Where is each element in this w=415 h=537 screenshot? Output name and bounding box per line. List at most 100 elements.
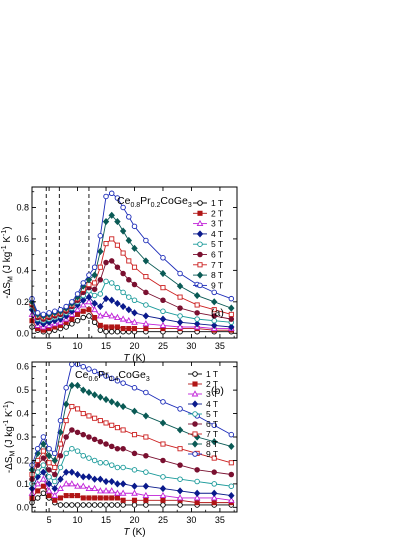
data-point	[160, 457, 166, 464]
data-point	[160, 441, 166, 447]
data-point	[143, 326, 149, 332]
data-point	[103, 193, 109, 200]
data-point	[194, 467, 200, 473]
x-tick-label: 30	[186, 515, 196, 525]
data-point	[46, 474, 52, 480]
data-point	[91, 271, 98, 279]
legend-marker	[192, 371, 198, 377]
legend-marker	[197, 262, 203, 268]
data-point	[194, 500, 200, 506]
compound-label: Ce0.8Pr0.2CoGe3	[117, 195, 192, 209]
data-point	[120, 445, 126, 452]
data-point	[120, 380, 126, 386]
legend-marker	[191, 440, 199, 448]
data-point	[194, 310, 200, 316]
data-point	[97, 475, 104, 483]
data-point	[91, 319, 98, 326]
data-point	[40, 490, 47, 497]
data-point	[126, 277, 132, 283]
legend-label: 9 T	[211, 280, 223, 290]
legend-marker	[192, 381, 198, 387]
data-point	[91, 484, 98, 492]
data-point	[97, 460, 104, 466]
panel-label: (b)	[211, 385, 224, 397]
data-point	[159, 321, 167, 328]
legend-label: 2 T	[206, 379, 218, 389]
legend-label: 8 T	[206, 439, 218, 449]
data-point	[211, 469, 217, 475]
data-point	[131, 223, 138, 230]
x-tick-label: 35	[215, 341, 225, 351]
data-point	[57, 475, 64, 483]
data-point	[160, 399, 166, 405]
data-point	[92, 495, 98, 501]
data-point	[211, 438, 218, 446]
data-point	[103, 241, 109, 247]
x-tick-label: 10	[73, 341, 83, 351]
data-point	[131, 326, 138, 332]
data-point	[52, 471, 58, 478]
data-point	[102, 295, 110, 303]
legend-marker	[191, 400, 199, 408]
data-point	[211, 321, 218, 329]
x-tick-label: 25	[158, 341, 168, 351]
data-point	[97, 438, 104, 445]
data-point	[228, 442, 235, 450]
data-point	[114, 195, 121, 201]
y-tick-label: 0.6	[16, 362, 29, 372]
data-point	[131, 407, 138, 415]
data-point	[103, 373, 109, 379]
data-point	[159, 491, 167, 499]
data-point	[108, 190, 115, 197]
data-point	[34, 445, 41, 452]
data-point	[114, 489, 121, 496]
data-point	[131, 502, 138, 508]
data-point	[63, 385, 69, 391]
data-point	[63, 493, 69, 499]
legend-entry: 1 T	[193, 198, 223, 208]
legend-entry: 3 T	[193, 219, 223, 229]
data-point	[80, 386, 87, 394]
data-point	[126, 214, 132, 220]
data-point	[160, 308, 166, 315]
data-point	[34, 469, 41, 475]
data-point	[114, 495, 120, 501]
data-point	[159, 419, 167, 427]
series-9t	[29, 361, 235, 468]
data-point	[142, 257, 150, 265]
data-point	[131, 309, 138, 317]
data-point	[46, 460, 52, 466]
legend-entry: 8 T	[188, 439, 218, 449]
data-point	[97, 302, 104, 311]
data-point	[52, 478, 58, 485]
data-point	[103, 259, 109, 266]
legend-entry: 5 T	[188, 409, 218, 419]
data-point	[143, 497, 149, 503]
data-point	[91, 475, 98, 483]
data-point	[69, 445, 75, 452]
legend-marker	[192, 411, 198, 417]
data-point	[211, 481, 217, 487]
x-tick-label: 25	[158, 515, 168, 525]
data-point	[57, 306, 64, 313]
legend-entry: 7 T	[193, 260, 223, 270]
data-point	[114, 445, 121, 452]
data-point	[193, 489, 201, 497]
data-point	[114, 400, 121, 408]
data-point	[57, 441, 64, 447]
legend-label: 6 T	[211, 250, 223, 260]
data-point	[131, 244, 138, 252]
legend-label: 4 T	[206, 399, 218, 409]
data-point	[119, 402, 127, 411]
data-point	[103, 441, 109, 447]
data-point	[102, 487, 110, 494]
data-point	[91, 436, 98, 443]
legend-label: 9 T	[206, 449, 218, 459]
data-point	[211, 313, 217, 319]
data-point	[176, 323, 184, 330]
data-point	[62, 480, 70, 487]
data-point	[131, 450, 138, 457]
data-point	[119, 302, 127, 311]
data-point	[228, 295, 235, 302]
data-point	[34, 495, 41, 501]
